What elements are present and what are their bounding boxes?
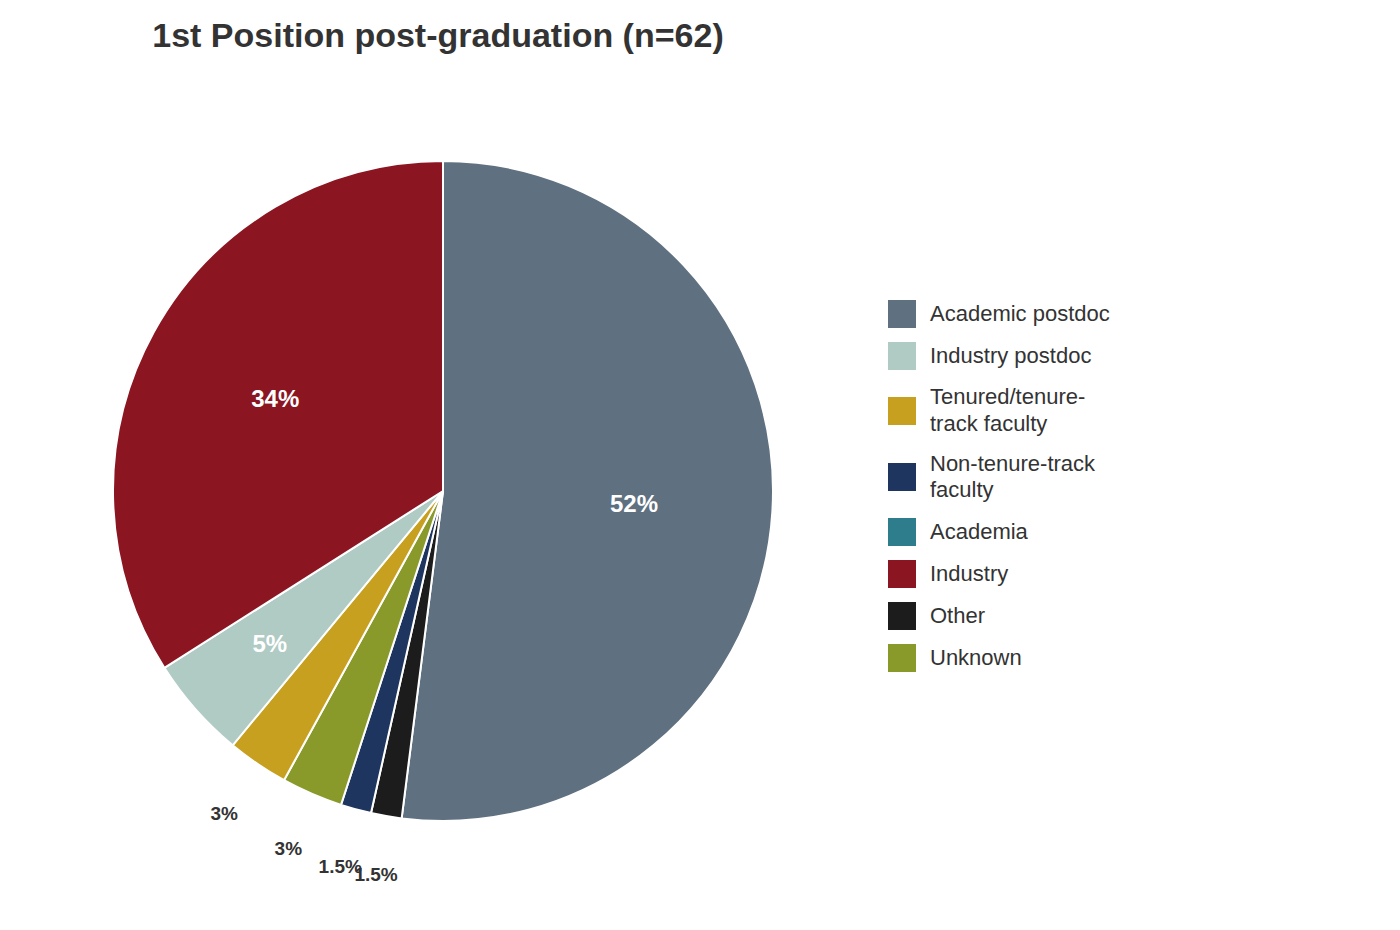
svg-text:5%: 5%	[252, 630, 287, 657]
html-text:1st Position post-graduation (: 1st Position post-graduation (n=62)	[152, 16, 724, 54]
svg-text:34%: 34%	[251, 385, 299, 412]
html-text:Industry: Industry	[930, 560, 1009, 586]
html-text:Non-tenure-track faculty: Non-tenure-track faculty	[930, 451, 1096, 503]
html-text:Tenured/tenure- track faculty: Tenured/tenure- track faculty	[930, 384, 1086, 436]
svg-text:1.5%: 1.5%	[354, 864, 398, 886]
svg-text:3%: 3%	[275, 838, 303, 859]
html-text:Unknown: Unknown	[930, 644, 1022, 670]
html-text:Academia: Academia	[930, 518, 1028, 544]
html-text:Industry postdoc: Industry postdoc	[930, 343, 1092, 368]
html-text:Other: Other	[930, 602, 985, 628]
html-text:Academic postdoc: Academic postdoc	[930, 301, 1110, 326]
svg-text:52%: 52%	[610, 490, 658, 517]
svg-text:3%: 3%	[210, 803, 238, 824]
svg-text:1.5%: 1.5%	[319, 856, 362, 877]
